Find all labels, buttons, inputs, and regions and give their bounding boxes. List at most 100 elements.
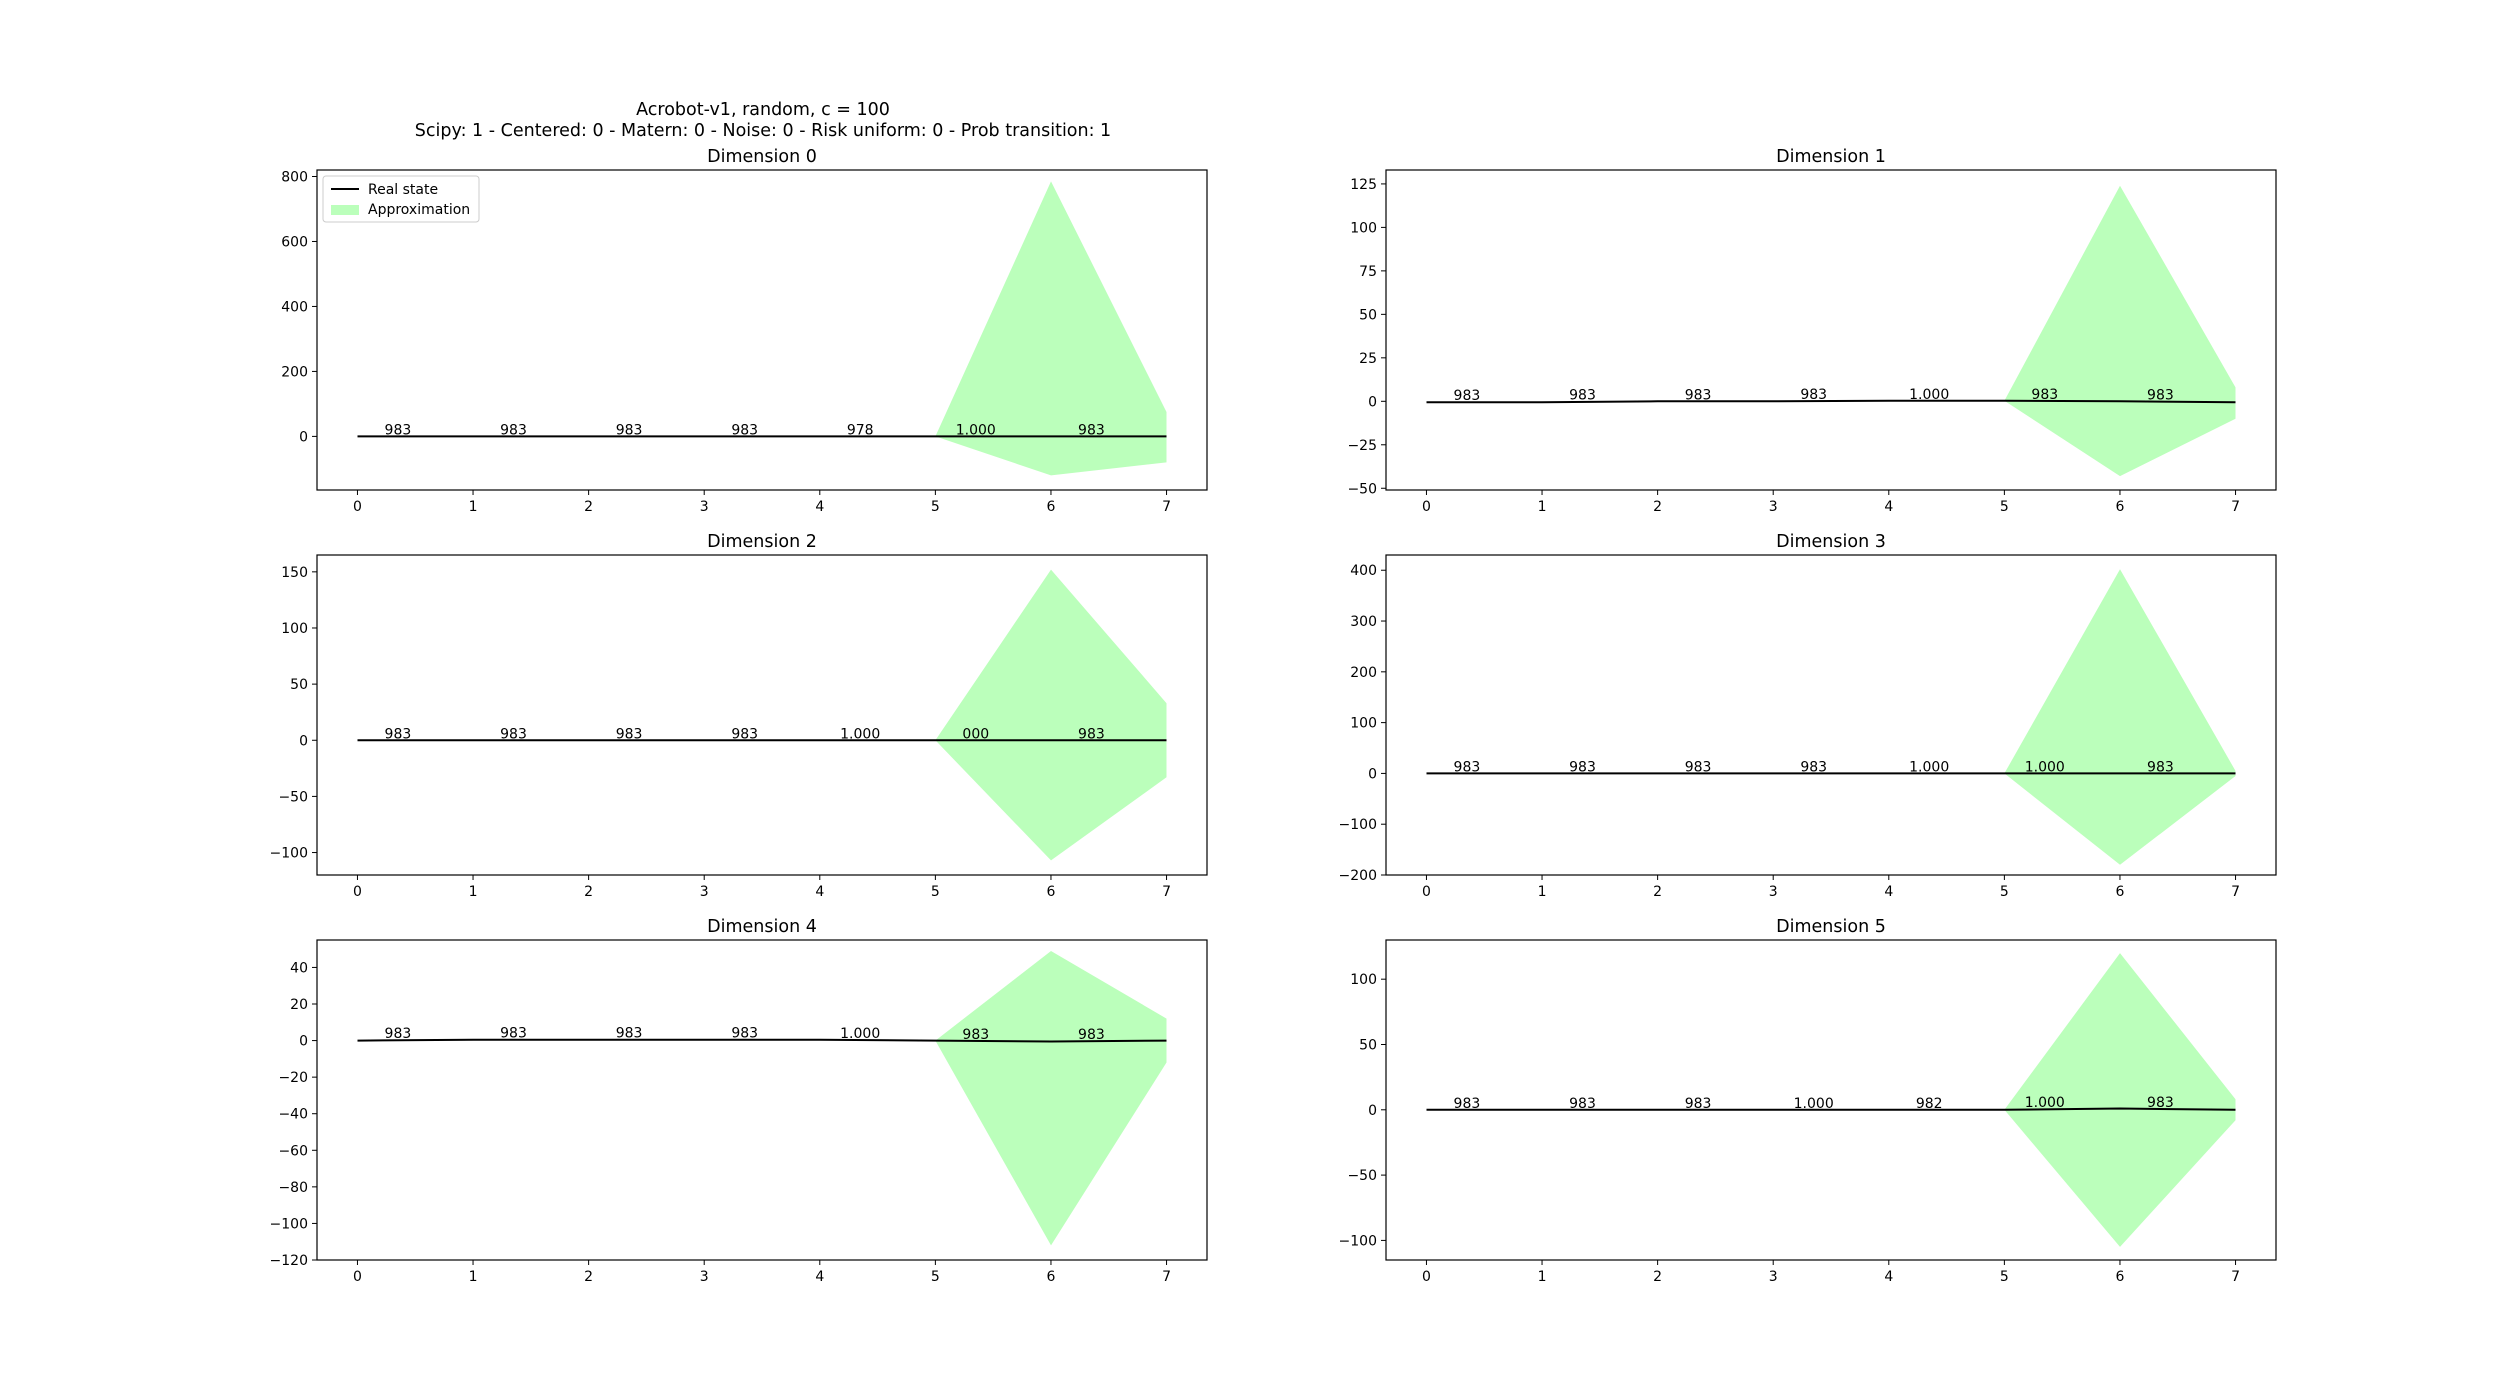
x-tick-label: 3 [1769,1269,1778,1285]
x-tick-label: 5 [931,499,940,515]
x-tick-label: 4 [815,499,824,515]
y-tick-label: −40 [278,1107,308,1123]
transition-annotation: 983 [500,422,527,438]
x-tick-label: 0 [1422,884,1431,900]
transition-annotation: 983 [1685,387,1712,403]
transition-annotation: 983 [2147,759,2174,775]
transition-annotation: 983 [731,726,758,742]
x-tick-label: 4 [815,1269,824,1285]
y-tick-label: −60 [278,1143,308,1159]
x-tick-label: 7 [1162,1269,1171,1285]
panel-title: Dimension 4 [707,917,817,937]
transition-annotation: 983 [731,1026,758,1042]
figure-title-line2: Scipy: 1 - Centered: 0 - Matern: 0 - Noi… [414,121,1112,141]
x-tick-label: 5 [2000,499,2009,515]
panel-title: Dimension 1 [1776,147,1886,167]
transition-annotation: 983 [385,1026,412,1042]
approximation-band [1426,185,2236,477]
axes-frame [316,169,1208,491]
y-tick-label: 125 [1350,177,1377,193]
y-tick-label: 200 [1350,665,1377,681]
y-tick-label: −80 [278,1180,308,1196]
y-tick-label: 40 [290,960,308,976]
y-tick-label: 400 [1350,563,1377,579]
transition-annotation: 983 [2031,387,2058,403]
y-tick-label: −50 [1347,481,1377,497]
transition-annotation: 1.000 [2025,759,2065,775]
transition-annotation: 983 [1078,726,1105,742]
x-tick-label: 3 [700,499,709,515]
y-tick-label: −100 [270,846,308,862]
panel-dimension-4: 983 983 983 983 1.000 983 983 0 1 2 3 4 5 6 7 −120 −100 −… [270,917,1208,1285]
y-tick-label: −200 [1339,868,1377,884]
transition-annotation: 983 [1685,1096,1712,1112]
figure-title-line1: Acrobot-v1, random, c = 100 [636,100,890,120]
y-tick-label: 0 [299,429,308,445]
x-tick-label: 4 [1884,499,1893,515]
transition-annotation: 1.000 [1794,1096,1834,1112]
x-tick-label: 2 [1653,499,1662,515]
approximation-band [1426,953,2236,1247]
y-tick-label: −25 [1347,438,1377,454]
x-tick-label: 6 [1047,1269,1056,1285]
real-state-line [357,1038,1167,1043]
transition-annotation: 982 [1916,1096,1943,1112]
y-tick-label: 100 [1350,972,1377,988]
transition-annotation: 983 [385,422,412,438]
x-tick-label: 3 [700,1269,709,1285]
transition-annotation: 983 [500,1026,527,1042]
transition-annotation: 983 [2147,1095,2174,1111]
y-tick-label: 400 [281,299,308,315]
approximation-band [357,569,1167,861]
transition-annotation: 983 [1078,422,1105,438]
transition-annotation: 1.000 [1909,759,1949,775]
transition-annotation: 1.000 [2025,1095,2065,1111]
y-tick-label: −100 [1339,1233,1377,1249]
x-tick-label: 1 [469,499,478,515]
x-tick-label: 1 [1538,499,1547,515]
transition-annotation: 983 [731,422,758,438]
y-tick-label: 25 [1359,351,1377,367]
x-tick-label: 6 [1047,884,1056,900]
transition-annotation: 1.000 [956,422,996,438]
y-tick-label: −50 [1347,1168,1377,1184]
panel-dimension-3: 983 983 983 983 1.000 1.000 983 0 1 2 3 4 5 6 7 −200 −10… [1339,532,2277,900]
x-tick-label: 4 [1884,1269,1893,1285]
y-tick-label: 75 [1359,264,1377,280]
x-tick-label: 1 [469,884,478,900]
panel-title: Dimension 3 [1776,532,1886,552]
approximation-band [357,181,1167,476]
y-tick-label: −20 [278,1070,308,1086]
y-tick-label: 0 [1368,766,1377,782]
x-tick-label: 1 [1538,1269,1547,1285]
panel-dimension-2: 983 983 983 983 1.000 000 983 0 1 2 3 4 5 6 7 −100 −50 0 5… [270,532,1208,900]
x-tick-label: 0 [353,884,362,900]
y-tick-label: 100 [1350,220,1377,236]
x-tick-label: 5 [2000,1269,2009,1285]
y-tick-label: 600 [281,234,308,250]
panel-dimension-5: 983 983 983 1.000 982 1.000 983 0 1 2 3 4 5 6 7 −100 −50… [1339,917,2277,1285]
transition-annotation: 1.000 [840,1026,880,1042]
panel-dimension-1: 983 983 983 983 1.000 983 983 0 1 2 3 4 5 6 7 −50 −25 0 25… [1347,147,2277,515]
real-state-line [1426,399,2236,404]
x-tick-label: 2 [584,499,593,515]
transition-annotation: 983 [1800,759,1827,775]
axes-frame [316,554,1208,876]
x-tick-label: 1 [469,1269,478,1285]
y-tick-label: 50 [290,677,308,693]
transition-annotation: 983 [385,726,412,742]
y-tick-label: −100 [1339,817,1377,833]
y-tick-label: 20 [290,997,308,1013]
transition-annotation: 983 [616,1026,643,1042]
x-tick-label: 6 [2116,884,2125,900]
transition-annotation: 983 [1454,388,1481,404]
x-tick-label: 0 [353,499,362,515]
x-tick-label: 4 [1884,884,1893,900]
legend-approx-swatch [331,205,359,215]
panel-title: Dimension 0 [707,147,817,167]
x-tick-label: 6 [2116,1269,2125,1285]
transition-annotation: 983 [616,422,643,438]
axes-frame [1385,554,2277,876]
transition-annotation: 983 [1569,1096,1596,1112]
